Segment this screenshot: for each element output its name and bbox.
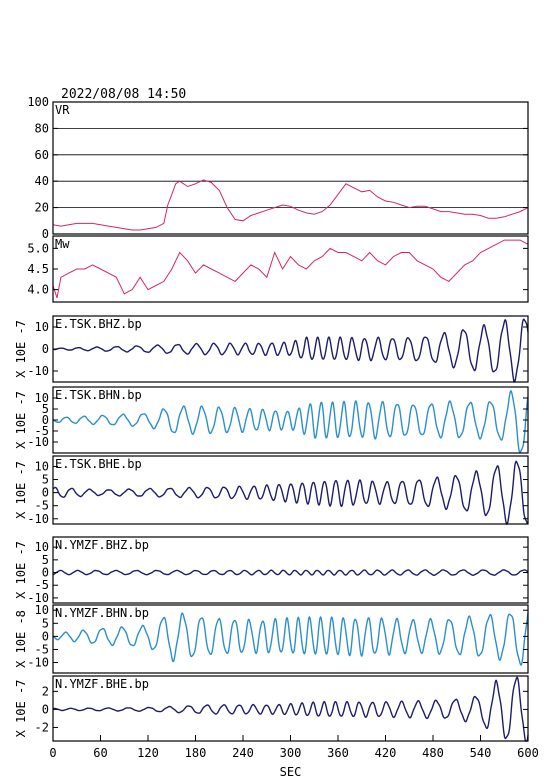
timestamp: 2022/08/08 14:50 — [61, 87, 186, 102]
y-tick-label: 0 — [42, 629, 49, 643]
panel-title: N.YMZF.BHE.bp — [55, 677, 149, 691]
panel-vr: 100 80 60 40 20 0 VR — [27, 95, 529, 241]
y-tick-label: -2 — [35, 720, 49, 734]
series-line-mw — [52, 239, 529, 299]
panel-frame — [52, 604, 529, 674]
y-tick-label: 10 — [35, 320, 49, 334]
x-tick-label: 480 — [422, 746, 444, 760]
y-axis-label: X 10E -8 — [14, 610, 28, 668]
y-axis-label: X 10E -7 — [14, 391, 28, 449]
y-tick-label: 5 — [42, 553, 49, 567]
y-tick-label: 0 — [42, 702, 49, 716]
series-line-tsk-bhn — [52, 389, 529, 453]
y-tick-label: -10 — [27, 364, 49, 378]
x-tick-label: 120 — [137, 746, 159, 760]
y-tick-label: -5 — [35, 578, 49, 592]
x-tick-label: 0 — [49, 746, 56, 760]
y-axis-label: X 10E -7 — [14, 320, 28, 378]
y-tick-label: -10 — [27, 435, 49, 449]
series-line-vr — [52, 179, 529, 231]
y-axis-label: X 10E -7 — [14, 461, 28, 519]
panel-frame — [52, 101, 529, 235]
x-tick-label: 60 — [93, 746, 107, 760]
panel-frame — [52, 455, 529, 525]
panel-title: Mw — [55, 237, 70, 251]
x-axis-label: SEC — [280, 765, 302, 779]
y-tick-label: 10 — [35, 391, 49, 405]
y-tick-label: 0 — [42, 413, 49, 427]
panel-title: VR — [55, 103, 70, 117]
y-tick-label: 5 — [42, 473, 49, 487]
y-tick-label: 10 — [35, 459, 49, 473]
y-tick-label: 5.0 — [27, 241, 49, 255]
series-line-ymzf-bhn — [52, 612, 529, 666]
y-tick-label: 0 — [42, 227, 49, 241]
panel-title: E.TSK.BHE.bp — [55, 457, 142, 471]
panel-tsk-bhz: 10 0 -10 E.TSK.BHZ.bp X 10E -7 — [14, 315, 529, 383]
x-tick-label: 180 — [185, 746, 207, 760]
y-tick-label: -5 — [35, 642, 49, 656]
series-line-ymzf-bhz — [52, 569, 529, 577]
x-tick-label: 300 — [280, 746, 302, 760]
y-tick-label: 4.5 — [27, 262, 49, 276]
series-line-ymzf-bhe — [52, 676, 529, 742]
x-tick-label: 600 — [517, 746, 539, 760]
x-tick-label: 540 — [470, 746, 492, 760]
y-axis-label: X 10E -7 — [14, 680, 28, 738]
y-tick-label: 5 — [42, 616, 49, 630]
y-tick-label: 20 — [35, 201, 49, 215]
panel-frame — [52, 536, 529, 604]
y-tick-label: 60 — [35, 148, 49, 162]
y-tick-label: -10 — [27, 656, 49, 670]
y-tick-label: -5 — [35, 499, 49, 513]
y-tick-label: 2 — [42, 684, 49, 698]
y-tick-label: 0 — [42, 486, 49, 500]
y-tick-label: -5 — [35, 424, 49, 438]
y-tick-label: 80 — [35, 121, 49, 135]
y-tick-label: 0 — [42, 566, 49, 580]
y-tick-label: 5 — [42, 402, 49, 416]
panel-title: E.TSK.BHZ.bp — [55, 317, 142, 331]
y-tick-label: -10 — [27, 591, 49, 605]
y-tick-label: 10 — [35, 603, 49, 617]
series-line-tsk-bhz — [53, 318, 529, 383]
panel-title: E.TSK.BHN.bp — [55, 388, 142, 402]
y-tick-label: -10 — [27, 512, 49, 526]
y-tick-label: 100 — [27, 95, 49, 109]
panel-title: N.YMZF.BHZ.bp — [55, 538, 149, 552]
y-tick-label: 40 — [35, 174, 49, 188]
panel-title: N.YMZF.BHN.bp — [55, 606, 149, 620]
x-tick-label: 360 — [327, 746, 349, 760]
y-tick-label: 10 — [35, 540, 49, 554]
series-line-tsk-bhe — [52, 460, 529, 525]
panel-mw: 5.0 4.5 4.0 Mw — [27, 235, 529, 303]
y-tick-label: 4.0 — [27, 283, 49, 297]
x-tick-label: 240 — [232, 746, 254, 760]
x-tick-label: 420 — [375, 746, 397, 760]
y-tick-label: 0 — [42, 342, 49, 356]
y-axis-label: X 10E -7 — [14, 541, 28, 599]
panel-frame — [52, 235, 529, 303]
panel-ymzf-bhe: 2 0 -2 N.YMZF.BHE.bp X 10E -7 — [14, 675, 529, 742]
